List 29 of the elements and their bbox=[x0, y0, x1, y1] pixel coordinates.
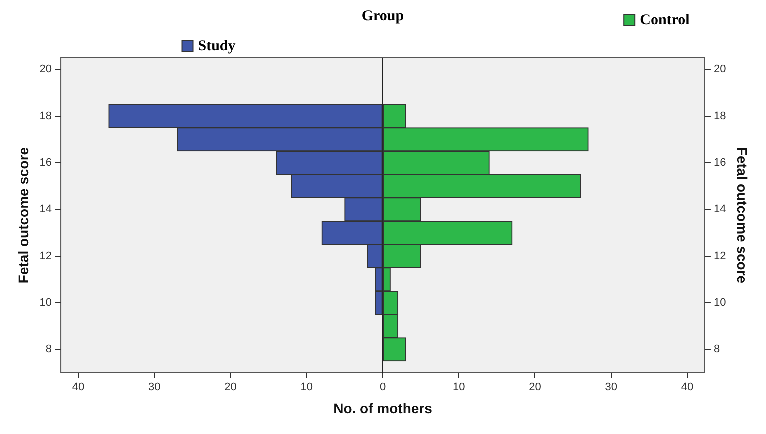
y-tick-label: 12 bbox=[40, 250, 52, 262]
legend-label: Control bbox=[640, 12, 690, 28]
y-tick-label: 16 bbox=[40, 157, 52, 170]
x-tick-label: 20 bbox=[529, 382, 542, 394]
y-tick-label: 14 bbox=[40, 204, 52, 216]
y2-tick-label: 8 bbox=[714, 344, 720, 356]
legend-title: Group bbox=[362, 8, 404, 24]
y2-tick-label: 18 bbox=[714, 110, 726, 122]
y2-axis-title: Fetal outcome score bbox=[734, 147, 751, 284]
y-tick-label: 20 bbox=[40, 64, 52, 76]
x-tick-label: 40 bbox=[681, 382, 694, 394]
y-tick-label: 18 bbox=[40, 110, 52, 122]
y2-tick-label: 16 bbox=[714, 157, 726, 170]
x-tick-label: 30 bbox=[148, 382, 161, 394]
y-tick-label: 8 bbox=[46, 344, 52, 356]
x-tick-label: 10 bbox=[452, 382, 466, 394]
legend-label: Study bbox=[198, 38, 236, 54]
x-tick-label: 40 bbox=[72, 382, 85, 394]
x-tick-label: 10 bbox=[300, 382, 314, 394]
y-tick-label: 10 bbox=[40, 297, 52, 310]
y2-tick-label: 10 bbox=[714, 297, 726, 310]
x-tick-label: 20 bbox=[224, 382, 237, 394]
y2-tick-label: 20 bbox=[714, 64, 726, 76]
y-axis-title: Fetal outcome score bbox=[15, 147, 32, 284]
y2-tick-label: 14 bbox=[714, 204, 726, 216]
x-tick-label: 30 bbox=[605, 382, 618, 394]
y2-tick-label: 12 bbox=[714, 250, 726, 262]
x-tick-label: 0 bbox=[380, 382, 386, 394]
x-axis-title: No. of mothers bbox=[334, 400, 433, 416]
